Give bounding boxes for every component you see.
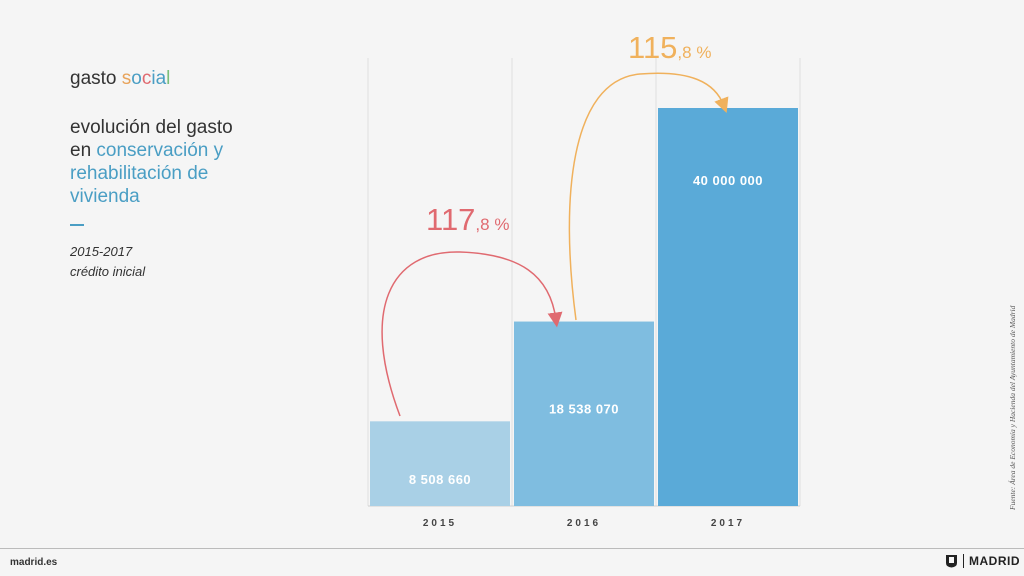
logo-separator bbox=[963, 554, 964, 568]
growth-label: 117,8 % bbox=[426, 202, 509, 237]
bar-2017 bbox=[658, 108, 798, 506]
madrid-logo[interactable]: MADRID bbox=[945, 554, 1020, 568]
chart-subtitle: evolución del gasto en conservación y re… bbox=[70, 116, 270, 208]
footer-site[interactable]: madrid.es bbox=[10, 557, 58, 568]
title-letter: c bbox=[141, 68, 152, 89]
title-letter: l bbox=[166, 68, 171, 89]
growth-arrow bbox=[381, 251, 563, 417]
footer-divider bbox=[0, 548, 1024, 549]
bar-2016 bbox=[514, 321, 654, 506]
x-tick-label: 2015 bbox=[423, 518, 457, 529]
logo-text: MADRID bbox=[969, 554, 1020, 568]
bar-value-label: 40 000 000 bbox=[693, 173, 763, 188]
title-letter: i bbox=[151, 68, 156, 89]
bar-value-label: 8 508 660 bbox=[409, 472, 471, 487]
growth-arrow bbox=[568, 72, 729, 321]
source-note: Fuente: Área de Economía y Hacienda del … bbox=[1008, 305, 1017, 510]
period-label: 2015-2017 bbox=[70, 244, 133, 259]
title-letter: a bbox=[155, 68, 167, 89]
title-plain: gasto bbox=[70, 68, 122, 89]
subtitle-plain: en bbox=[70, 140, 97, 161]
madrid-crest-icon bbox=[946, 555, 957, 568]
bar-2015 bbox=[370, 421, 510, 506]
chart-title: gasto social bbox=[70, 68, 170, 90]
subtitle-accent: conservación y rehabilitación de viviend… bbox=[70, 140, 224, 207]
bar-value-label: 18 538 070 bbox=[549, 402, 619, 417]
subtitle-line-1: evolución del gasto bbox=[70, 117, 233, 138]
title-letter: s bbox=[121, 68, 132, 89]
title-letter: o bbox=[131, 68, 142, 89]
title-accent: social bbox=[122, 68, 171, 89]
credit-label: crédito inicial bbox=[70, 264, 146, 279]
x-tick-label: 2016 bbox=[567, 518, 601, 529]
divider-dash bbox=[70, 224, 84, 226]
growth-label: 115,8 % bbox=[628, 30, 711, 65]
x-tick-label: 2017 bbox=[711, 518, 745, 529]
